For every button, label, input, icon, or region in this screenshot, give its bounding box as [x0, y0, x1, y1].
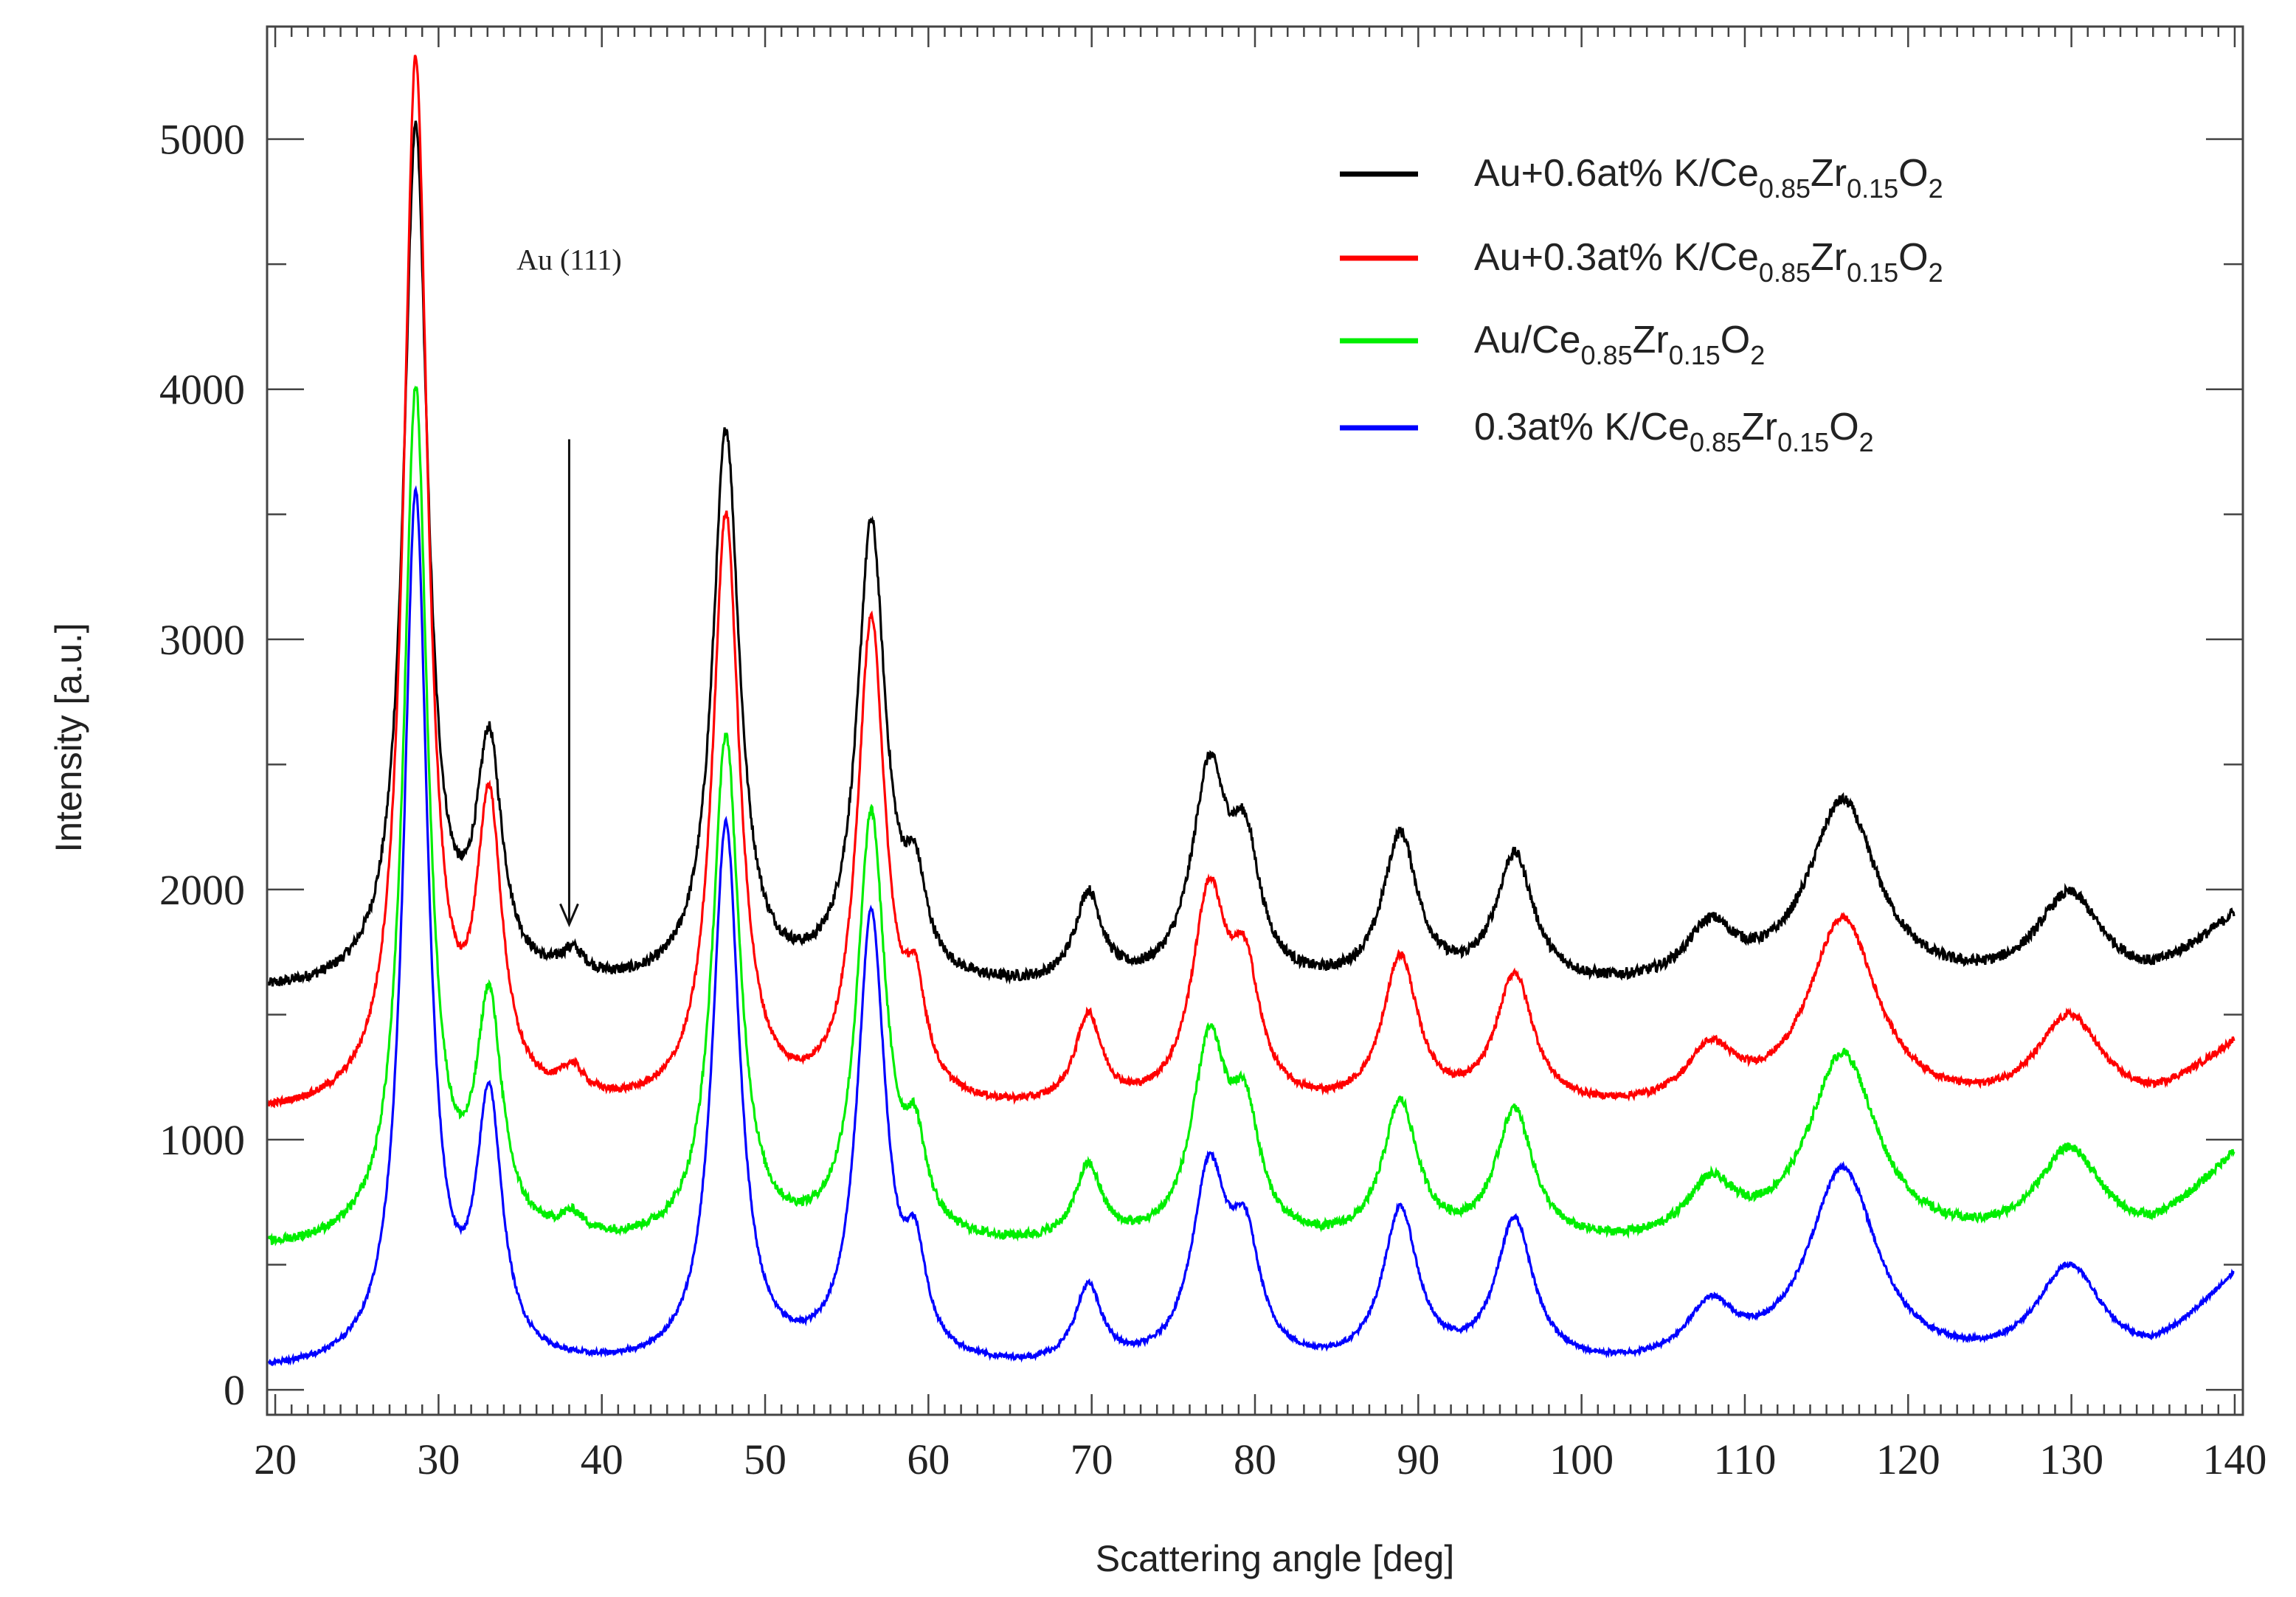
x-tick-label: 50 — [744, 1435, 786, 1483]
tick-labels-layer: 20 30 40 50 60 70 80 90 100 110 120 130 140 0 1000 2000… — [159, 116, 2266, 1483]
au111-annotation-label: Au (111) — [516, 243, 622, 277]
series-layer — [267, 55, 2236, 1367]
x-axis-title: Scattering angle [deg] — [1096, 1538, 1454, 1579]
legend-entry-1: Au+0.6at% K/Ce0.85Zr0.15O2 — [1340, 152, 1943, 204]
legend-label-1: Au+0.6at% K/Ce0.85Zr0.15O2 — [1474, 152, 1943, 204]
legend-label-2: Au+0.3at% K/Ce0.85Zr0.15O2 — [1474, 236, 1943, 288]
x-tick-label: 140 — [2202, 1435, 2266, 1483]
x-tick-label: 20 — [254, 1435, 297, 1483]
y-tick-label: 0 — [224, 1366, 245, 1414]
y-axis-title: Intensity [a.u.] — [48, 623, 89, 852]
legend-entry-3: Au/Ce0.85Zr0.15O2 — [1340, 319, 1765, 370]
x-tick-label: 40 — [581, 1435, 623, 1483]
legend-entry-4: 0.3at% K/Ce0.85Zr0.15O2 — [1340, 406, 1874, 457]
legend-label-3: Au/Ce0.85Zr0.15O2 — [1474, 319, 1765, 370]
x-tick-label: 70 — [1071, 1435, 1113, 1483]
ticks-layer — [267, 27, 2243, 1415]
series-line-4 — [267, 485, 2235, 1367]
x-tick-label: 100 — [1549, 1435, 1614, 1483]
y-tick-label: 5000 — [159, 116, 245, 164]
y-tick-label: 4000 — [159, 366, 245, 414]
x-tick-label: 60 — [907, 1435, 950, 1483]
au111-annotation-arrowhead — [559, 903, 579, 928]
y-tick-label: 1000 — [159, 1116, 245, 1164]
series-line-1 — [267, 120, 2236, 987]
x-tick-label: 130 — [2039, 1435, 2103, 1483]
y-tick-label: 3000 — [159, 616, 245, 664]
annotation-layer: Au (111) — [516, 243, 622, 928]
x-tick-label: 30 — [417, 1435, 460, 1483]
y-tick-label: 2000 — [159, 866, 245, 914]
x-tick-label: 120 — [1876, 1435, 1940, 1483]
series-line-3 — [267, 385, 2236, 1247]
x-tick-label: 90 — [1397, 1435, 1439, 1483]
legend-entry-2: Au+0.3at% K/Ce0.85Zr0.15O2 — [1340, 236, 1943, 288]
legend: Au+0.6at% K/Ce0.85Zr0.15O2 Au+0.3at% K/C… — [1340, 152, 1943, 457]
legend-label-4: 0.3at% K/Ce0.85Zr0.15O2 — [1474, 406, 1874, 457]
series-line-2 — [267, 55, 2236, 1109]
x-tick-label: 110 — [1714, 1435, 1777, 1483]
x-tick-label: 80 — [1234, 1435, 1276, 1483]
